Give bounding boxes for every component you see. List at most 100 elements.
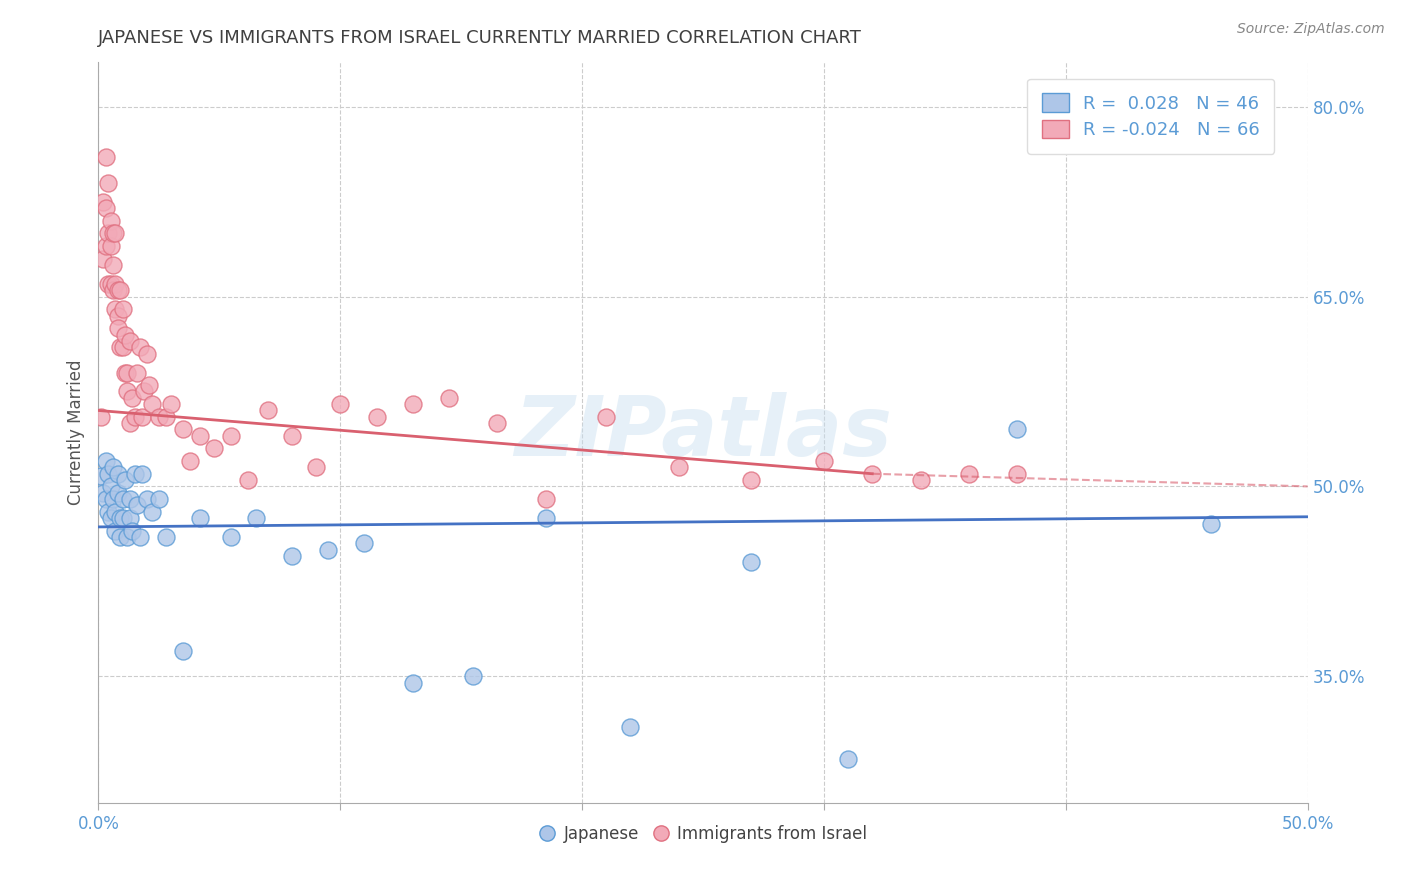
Point: [238, 473, 260, 487]
Point: [619, 720, 641, 734]
Point: [104, 277, 127, 291]
Point: [118, 416, 141, 430]
Point: [114, 473, 136, 487]
Point: [148, 409, 170, 424]
Point: [97, 277, 120, 291]
Point: [104, 524, 127, 538]
Point: [221, 530, 243, 544]
Point: [534, 491, 557, 506]
Point: [160, 397, 183, 411]
Point: [91, 252, 114, 266]
Point: [108, 340, 131, 354]
Point: [118, 511, 141, 525]
Point: [813, 454, 835, 468]
Point: [486, 416, 509, 430]
Point: [148, 491, 170, 506]
Point: [1007, 422, 1029, 436]
Point: [118, 491, 141, 506]
Point: [124, 467, 146, 481]
Point: [117, 366, 139, 380]
Point: [256, 403, 278, 417]
Point: [179, 454, 201, 468]
Point: [402, 675, 425, 690]
Point: [740, 473, 762, 487]
Point: [910, 473, 932, 487]
Legend: Japanese, Immigrants from Israel: Japanese, Immigrants from Israel: [531, 819, 875, 850]
Point: [172, 644, 194, 658]
Point: [97, 227, 120, 241]
Point: [91, 194, 114, 209]
Point: [1007, 467, 1029, 481]
Point: [131, 409, 153, 424]
Point: [534, 511, 557, 525]
Point: [353, 536, 375, 550]
Point: [138, 378, 160, 392]
Point: [100, 239, 122, 253]
Point: [114, 327, 136, 342]
Point: [101, 460, 124, 475]
Point: [135, 491, 157, 506]
Point: [107, 283, 129, 297]
Point: [127, 499, 149, 513]
Point: [124, 409, 146, 424]
Point: [117, 530, 139, 544]
Point: [107, 321, 129, 335]
Point: [141, 397, 163, 411]
Point: [155, 530, 177, 544]
Point: [97, 176, 120, 190]
Point: [108, 283, 131, 297]
Point: [188, 511, 211, 525]
Point: [402, 397, 425, 411]
Point: [111, 491, 134, 506]
Text: ZIPatlas: ZIPatlas: [515, 392, 891, 473]
Point: [108, 511, 131, 525]
Point: [837, 751, 859, 765]
Point: [94, 454, 117, 468]
Point: [740, 555, 762, 569]
Point: [128, 340, 150, 354]
Point: [104, 227, 127, 241]
Text: JAPANESE VS IMMIGRANTS FROM ISRAEL CURRENTLY MARRIED CORRELATION CHART: JAPANESE VS IMMIGRANTS FROM ISRAEL CURRE…: [98, 29, 862, 47]
Text: Source: ZipAtlas.com: Source: ZipAtlas.com: [1237, 22, 1385, 37]
Point: [329, 397, 352, 411]
Point: [97, 505, 120, 519]
Point: [127, 366, 149, 380]
Point: [104, 302, 127, 317]
Point: [316, 542, 339, 557]
Point: [121, 391, 143, 405]
Point: [128, 530, 150, 544]
Point: [134, 384, 156, 399]
Point: [100, 511, 122, 525]
Point: [860, 467, 883, 481]
Point: [104, 505, 127, 519]
Point: [366, 409, 388, 424]
Point: [957, 467, 980, 481]
Point: [90, 409, 112, 424]
Point: [101, 283, 124, 297]
Point: [94, 201, 117, 215]
Point: [117, 384, 139, 399]
Point: [281, 429, 304, 443]
Point: [155, 409, 177, 424]
Point: [141, 505, 163, 519]
Point: [111, 340, 134, 354]
Point: [1199, 517, 1222, 532]
Point: [100, 479, 122, 493]
Point: [91, 485, 114, 500]
Point: [135, 346, 157, 360]
Point: [100, 277, 122, 291]
Point: [463, 669, 485, 683]
Point: [668, 460, 690, 475]
Point: [188, 429, 211, 443]
Point: [100, 213, 122, 227]
Point: [107, 467, 129, 481]
Point: [94, 150, 117, 164]
Point: [595, 409, 617, 424]
Point: [118, 334, 141, 348]
Point: [111, 302, 134, 317]
Point: [94, 239, 117, 253]
Y-axis label: Currently Married: Currently Married: [66, 359, 84, 506]
Point: [101, 227, 124, 241]
Point: [131, 467, 153, 481]
Point: [245, 511, 267, 525]
